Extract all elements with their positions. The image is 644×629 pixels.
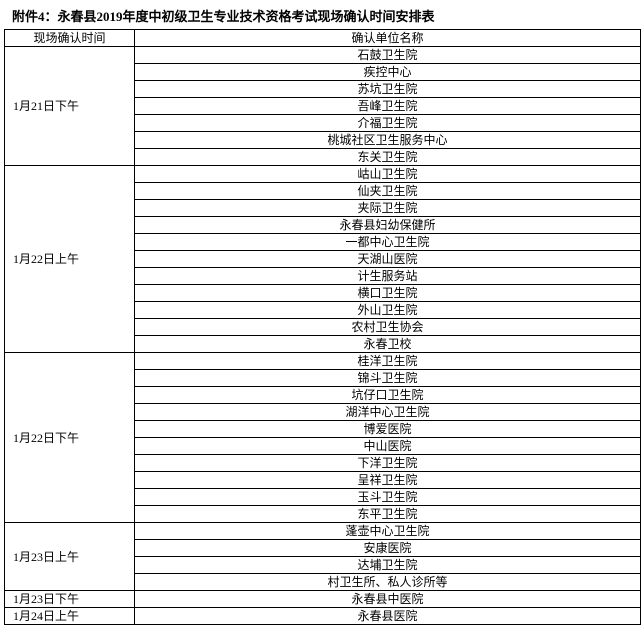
unit-cell: 天湖山医院	[135, 251, 641, 268]
unit-cell: 农村卫生协会	[135, 319, 641, 336]
unit-cell: 呈祥卫生院	[135, 472, 641, 489]
unit-cell: 安康医院	[135, 540, 641, 557]
unit-cell: 桃城社区卫生服务中心	[135, 132, 641, 149]
unit-cell: 岵山卫生院	[135, 166, 641, 183]
time-cell: 1月22日上午	[5, 166, 135, 353]
unit-cell: 中山医院	[135, 438, 641, 455]
schedule-table: 现场确认时间确认单位名称1月21日下午石鼓卫生院疾控中心苏坑卫生院吾峰卫生院介福…	[4, 29, 641, 625]
unit-cell: 东关卫生院	[135, 149, 641, 166]
header-time: 现场确认时间	[5, 30, 135, 47]
time-cell: 1月21日下午	[5, 47, 135, 166]
unit-cell: 蓬壶中心卫生院	[135, 523, 641, 540]
unit-cell: 吾峰卫生院	[135, 98, 641, 115]
unit-cell: 湖洋中心卫生院	[135, 404, 641, 421]
unit-cell: 坑仔口卫生院	[135, 387, 641, 404]
unit-cell: 村卫生所、私人诊所等	[135, 574, 641, 591]
unit-cell: 达埔卫生院	[135, 557, 641, 574]
unit-cell: 介福卫生院	[135, 115, 641, 132]
unit-cell: 计生服务站	[135, 268, 641, 285]
unit-cell: 石鼓卫生院	[135, 47, 641, 64]
unit-cell: 横口卫生院	[135, 285, 641, 302]
unit-cell: 玉斗卫生院	[135, 489, 641, 506]
unit-cell: 博爱医院	[135, 421, 641, 438]
unit-cell: 下洋卫生院	[135, 455, 641, 472]
unit-cell: 永春卫校	[135, 336, 641, 353]
unit-cell: 一都中心卫生院	[135, 234, 641, 251]
unit-cell: 夹际卫生院	[135, 200, 641, 217]
header-unit: 确认单位名称	[135, 30, 641, 47]
unit-cell: 疾控中心	[135, 64, 641, 81]
unit-cell: 永春县医院	[135, 608, 641, 625]
unit-cell: 永春县妇幼保健所	[135, 217, 641, 234]
time-cell: 1月24日上午	[5, 608, 135, 625]
time-cell: 1月23日下午	[5, 591, 135, 608]
time-cell: 1月23日上午	[5, 523, 135, 591]
unit-cell: 苏坑卫生院	[135, 81, 641, 98]
unit-cell: 永春县中医院	[135, 591, 641, 608]
time-cell: 1月22日下午	[5, 353, 135, 523]
unit-cell: 外山卫生院	[135, 302, 641, 319]
page-title: 附件4：永春县2019年度中初级卫生专业技术资格考试现场确认时间安排表	[12, 6, 640, 25]
unit-cell: 仙夹卫生院	[135, 183, 641, 200]
unit-cell: 锦斗卫生院	[135, 370, 641, 387]
unit-cell: 东平卫生院	[135, 506, 641, 523]
unit-cell: 桂洋卫生院	[135, 353, 641, 370]
